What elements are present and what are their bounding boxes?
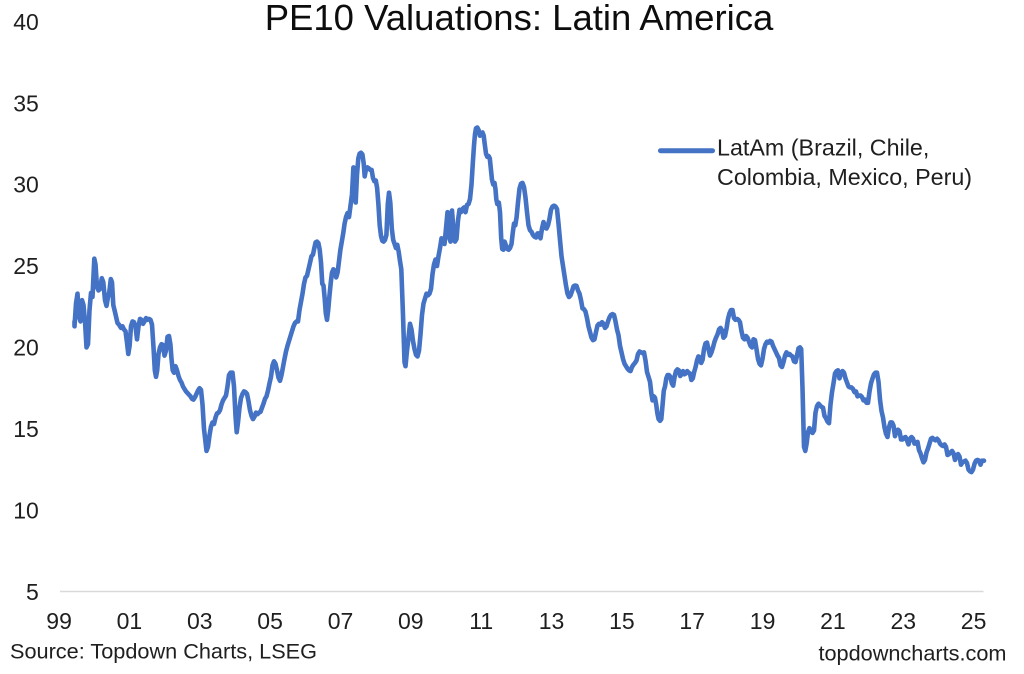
svg-text:LatAm (Brazil, Chile,: LatAm (Brazil, Chile,: [717, 135, 929, 161]
svg-text:25: 25: [961, 608, 987, 634]
svg-text:15: 15: [13, 416, 39, 442]
svg-text:35: 35: [13, 90, 39, 116]
svg-text:PE10 Valuations: Latin America: PE10 Valuations: Latin America: [265, 0, 774, 38]
svg-text:11: 11: [469, 608, 493, 634]
svg-text:19: 19: [750, 608, 776, 634]
svg-text:5: 5: [26, 579, 39, 605]
svg-text:40: 40: [13, 9, 39, 35]
svg-text:01: 01: [117, 608, 143, 634]
svg-text:13: 13: [539, 608, 565, 634]
svg-text:30: 30: [13, 172, 39, 198]
svg-text:10: 10: [13, 498, 39, 524]
svg-text:Colombia, Mexico, Peru): Colombia, Mexico, Peru): [717, 164, 972, 190]
svg-text:07: 07: [328, 608, 354, 634]
svg-text:21: 21: [820, 608, 846, 634]
svg-text:20: 20: [13, 335, 39, 361]
svg-text:09: 09: [398, 608, 424, 634]
svg-text:17: 17: [679, 608, 705, 634]
svg-text:15: 15: [609, 608, 635, 634]
svg-text:05: 05: [257, 608, 283, 634]
svg-text:25: 25: [13, 253, 39, 279]
svg-text:03: 03: [187, 608, 213, 634]
svg-text:23: 23: [891, 608, 917, 634]
svg-text:99: 99: [46, 608, 72, 634]
svg-text:topdowncharts.com: topdowncharts.com: [818, 641, 1006, 666]
svg-text:Source: Topdown Charts, LSEG: Source: Topdown Charts, LSEG: [10, 639, 317, 664]
